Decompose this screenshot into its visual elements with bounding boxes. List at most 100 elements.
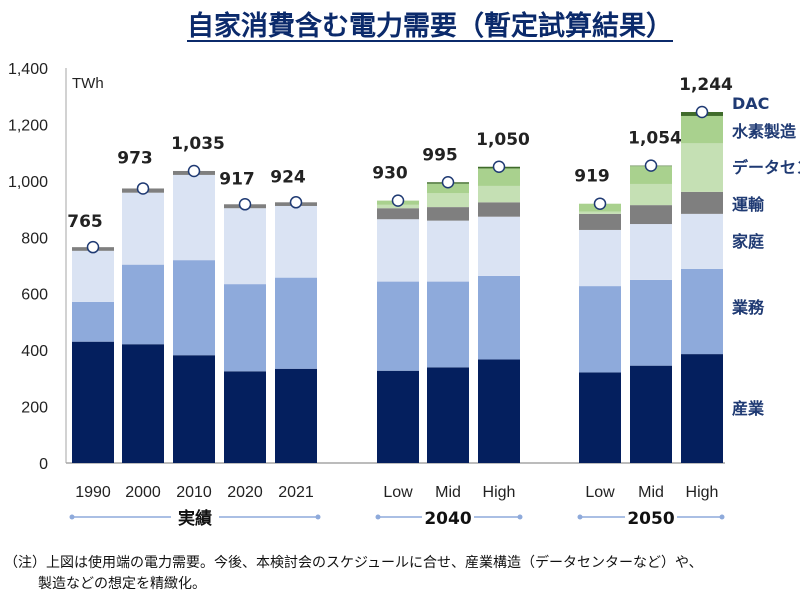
bar-segment-家庭 [630,224,672,280]
bar-segment-産業 [72,341,114,463]
y-tick-label: 1,200 [8,117,48,134]
x-tick-label: 2020 [227,484,263,501]
bar-segment-運輸 [427,207,469,221]
x-tick-label: 2010 [176,484,212,501]
footnote-line-1: （注）上図は使用端の電力需要。今後、本検討会のスケジュールに合せ、産業構造（デー… [4,555,703,571]
bar-segment-業務 [377,281,419,371]
total-marker [441,176,455,189]
bar-segment-家庭 [173,174,215,261]
total-marker [238,198,252,211]
x-tick-label: Mid [638,484,664,501]
bar-segment-業務 [122,264,164,345]
total-label: 1,050 [476,130,530,150]
x-tick-label: Low [585,484,615,501]
bar-segment-産業 [681,354,723,463]
bar-segment-家庭 [275,205,317,278]
bar-segment-運輸 [478,202,520,217]
bar-segment-業務 [224,284,266,372]
bar-segment-産業 [224,371,266,463]
legend-label-産業: 産業 [732,399,765,418]
bar-segment-産業 [173,355,215,463]
y-tick-label: 400 [21,343,48,360]
bar-segment-家庭 [377,219,419,282]
group-label: 実績 [178,508,212,529]
bar-segment-家庭 [427,220,469,282]
bar-segment-産業 [377,370,419,463]
y-tick-label: 0 [39,456,48,473]
chart-title-text: 自家消費含む電力需要（暫定試算結果） [187,11,673,42]
group-label: 2050 [627,509,674,529]
bar-segment-家庭 [122,192,164,265]
total-label: 1,054 [628,129,682,149]
bar-segment-産業 [478,359,520,463]
x-tick-label: 1990 [75,484,111,501]
bar-segment-水素製造 [681,115,723,144]
bar-segment-業務 [681,268,723,355]
bar-segment-産業 [122,344,164,463]
total-marker [136,182,150,195]
bar-segment-業務 [72,301,114,342]
x-tick-label: Low [383,484,413,501]
bar-segment-データセンター [681,143,723,192]
y-tick-label: 1,400 [8,61,48,78]
group-bracket-dot [517,514,523,520]
bar-segment-水素製造 [478,168,520,186]
bar-segment-データセンター [630,183,672,206]
bar-segment-産業 [630,365,672,463]
bar-segment-産業 [427,367,469,463]
y-tick-label: 800 [21,230,48,247]
bar-segment-業務 [478,275,520,360]
group-label: 2040 [424,509,471,529]
total-label: 930 [372,164,408,184]
total-marker [289,196,303,209]
legend-label-業務: 業務 [731,298,765,317]
x-tick-label: 2000 [125,484,161,501]
legend-label-DAC: DAC [732,94,769,113]
y-tick-label: 1,000 [8,174,48,191]
group-bracket-dot [375,514,381,520]
legend-label-運輸: 運輸 [732,195,765,214]
group-bracket-dot [719,514,725,520]
x-tick-label: High [686,484,719,501]
total-marker [644,159,658,172]
bar-segment-業務 [630,279,672,366]
total-marker [492,160,506,173]
bar-segment-家庭 [681,213,723,269]
total-label: 1,244 [679,75,733,95]
bar-segment-水素製造 [630,166,672,184]
y-axis-unit-label: TWh [72,75,104,92]
group-bracket-dot [577,514,583,520]
group-bracket-dot [315,514,321,520]
total-marker [86,240,100,254]
footnote: （注）上図は使用端の電力需要。今後、本検討会のスケジュールに合せ、産業構造（デー… [4,553,703,595]
y-tick-label: 600 [21,287,48,304]
footnote-line-2: 製造などの想定を精緻化。 [38,576,206,592]
bar-segment-家庭 [579,229,621,287]
total-marker [593,197,607,210]
total-marker [391,194,405,207]
total-label: 765 [67,212,103,232]
bar-segment-運輸 [377,208,419,220]
total-label: 924 [270,167,306,187]
x-tick-label: High [483,484,516,501]
bar-segment-データセンター [427,193,469,208]
bar-segment-産業 [579,372,621,463]
total-marker [187,164,201,178]
group-bracket-dot [69,514,75,520]
bar-segment-家庭 [72,250,114,302]
bar-segment-産業 [275,368,317,463]
total-label: 917 [219,169,255,189]
x-tick-label: Mid [435,484,461,501]
bar-segment-データセンター [478,185,520,203]
legend-label-水素製造: 水素製造 [732,122,797,141]
total-label: 1,035 [171,134,225,154]
chart-title: 自家消費含む電力需要（暫定試算結果） [0,4,800,43]
bar-segment-業務 [275,277,317,369]
bar-segment-家庭 [478,216,520,276]
bar-segment-家庭 [224,208,266,285]
legend-label-家庭: 家庭 [732,232,764,251]
bar-segment-業務 [579,286,621,373]
bar-segment-運輸 [630,205,672,225]
legend-label-データセンター: データセンター [732,158,800,177]
